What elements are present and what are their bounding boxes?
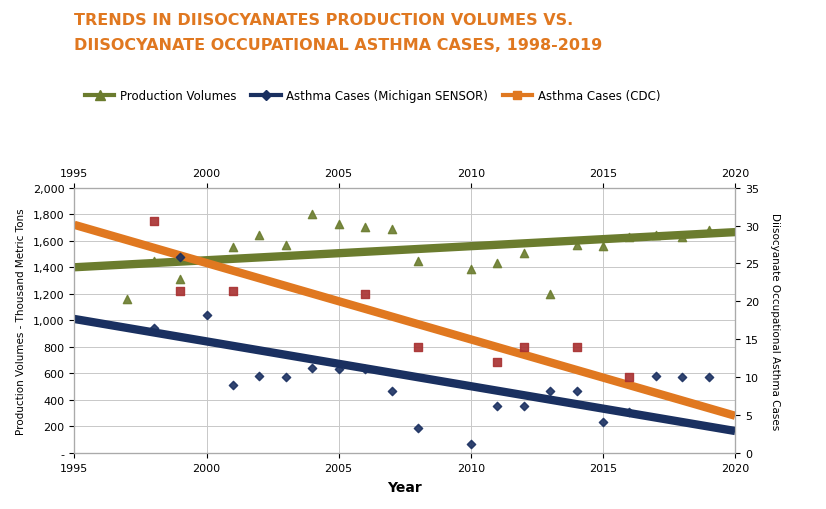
Point <box>464 440 477 448</box>
Point <box>702 227 715 235</box>
Point <box>173 288 187 296</box>
Point <box>676 373 689 381</box>
Point <box>544 387 557 395</box>
Point <box>121 295 134 303</box>
Point <box>411 257 425 265</box>
Point <box>200 312 213 320</box>
Point <box>649 372 662 380</box>
Point <box>226 288 240 296</box>
Point <box>306 364 319 373</box>
Point <box>332 220 345 228</box>
Point <box>491 403 504 411</box>
Point <box>253 372 266 380</box>
Y-axis label: Diisocyanate Occupational Asthma Cases: Diisocyanate Occupational Asthma Cases <box>770 212 780 429</box>
Point <box>411 425 425 433</box>
Point <box>676 233 689 241</box>
Point <box>702 374 715 382</box>
Point <box>358 224 372 232</box>
Point <box>491 260 504 268</box>
Point <box>623 374 636 382</box>
Text: DIISOCYANATE OCCUPATIONAL ASTHMA CASES, 1998-2019: DIISOCYANATE OCCUPATIONAL ASTHMA CASES, … <box>74 38 603 53</box>
Point <box>570 387 583 395</box>
Point <box>517 343 530 351</box>
Point <box>147 217 160 225</box>
Point <box>411 343 425 351</box>
Point <box>596 418 610 427</box>
Point <box>173 253 187 261</box>
Point <box>570 343 583 351</box>
Point <box>358 365 372 374</box>
Point <box>279 241 292 249</box>
Point <box>385 387 398 395</box>
Point <box>253 232 266 240</box>
Point <box>491 358 504 366</box>
Point <box>570 241 583 249</box>
Point <box>649 232 662 240</box>
Y-axis label: Production Volumes - Thousand Metric Tons: Production Volumes - Thousand Metric Ton… <box>16 208 26 434</box>
Point <box>464 265 477 273</box>
Point <box>623 233 636 241</box>
Point <box>358 290 372 298</box>
Point <box>596 242 610 250</box>
Point <box>279 373 292 381</box>
Text: TRENDS IN DIISOCYANATES PRODUCTION VOLUMES VS.: TRENDS IN DIISOCYANATES PRODUCTION VOLUM… <box>74 13 573 27</box>
Point <box>226 244 240 252</box>
Point <box>173 275 187 284</box>
Point <box>147 325 160 333</box>
Point <box>544 290 557 298</box>
Point <box>517 403 530 411</box>
Point <box>306 211 319 219</box>
Point <box>517 249 530 257</box>
Point <box>332 365 345 373</box>
Point <box>147 257 160 265</box>
Point <box>623 409 636 417</box>
Point <box>385 225 398 234</box>
X-axis label: Year: Year <box>387 479 422 494</box>
Legend: Production Volumes, Asthma Cases (Michigan SENSOR), Asthma Cases (CDC): Production Volumes, Asthma Cases (Michig… <box>80 85 665 107</box>
Point <box>226 381 240 389</box>
